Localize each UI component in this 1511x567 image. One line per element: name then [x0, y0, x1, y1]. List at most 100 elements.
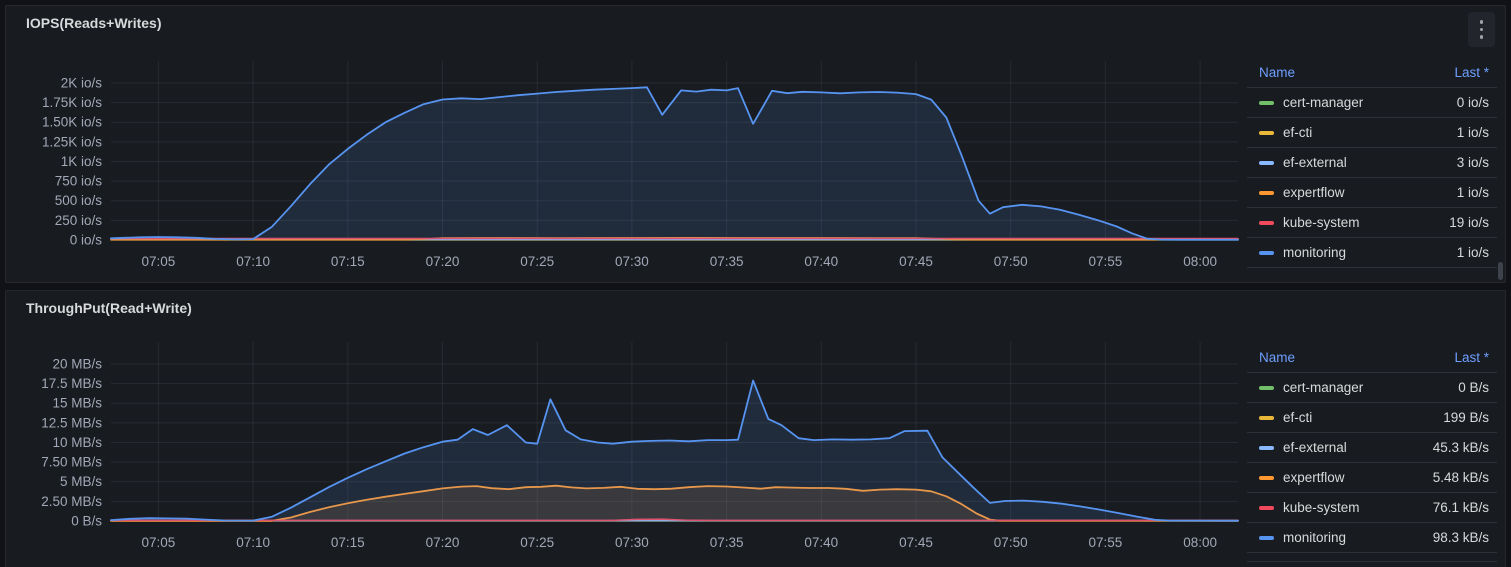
x-tick-label: 07:05 — [142, 254, 176, 269]
y-tick-label: 2.50 MB/s — [41, 494, 102, 509]
legend-name-header[interactable]: Name — [1259, 64, 1296, 80]
iops-chart[interactable]: 0 io/s 250 io/s 500 io/s 750 io/s 1K io/s 1.2… — [6, 56, 1246, 278]
series-last-value: 199 B/s — [1443, 410, 1489, 425]
series-color-swatch — [1259, 100, 1274, 105]
x-tick-label: 07:50 — [994, 535, 1028, 550]
x-tick-label: 07:20 — [426, 535, 460, 550]
series-monitoring-line — [110, 379, 1239, 522]
series-color-swatch — [1259, 385, 1274, 390]
x-tick-label: 07:45 — [899, 535, 933, 550]
legend-scrollbar-thumb[interactable] — [1498, 262, 1503, 280]
legend-row-cert-manager[interactable]: cert-manager 0 io/s — [1247, 87, 1497, 117]
x-tick-label: 07:30 — [615, 254, 649, 269]
legend-row-ef-cti[interactable]: ef-cti 199 B/s — [1247, 402, 1497, 432]
x-tick-label: 07:20 — [426, 254, 460, 269]
panel-iops: IOPS(Reads+Writes) 0 io/s 250 io/s 500 io/… — [5, 5, 1506, 283]
y-tick-label: 0 B/s — [71, 514, 102, 529]
x-tick-label: 07:15 — [331, 254, 365, 269]
x-tick-label: 07:10 — [236, 535, 270, 550]
y-tick-label: 1.50K io/s — [42, 115, 102, 130]
series-color-swatch — [1259, 190, 1274, 195]
series-name: kube-system — [1283, 215, 1360, 230]
series-last-value: 1 io/s — [1456, 185, 1489, 200]
series-color-swatch — [1259, 250, 1274, 255]
series-last-value: 1 io/s — [1456, 245, 1489, 260]
x-tick-label: 07:55 — [1089, 535, 1123, 550]
y-tick-label: 1.75K io/s — [42, 95, 102, 110]
panel-menu-button[interactable] — [1468, 12, 1495, 47]
series-monitoring-area — [111, 87, 1238, 240]
legend-row-ef-external[interactable]: ef-external 45.3 kB/s — [1247, 432, 1497, 462]
series-color-swatch — [1259, 130, 1274, 135]
legend-table: Name Last * cert-manager 0 io/s ef-cti 1… — [1247, 57, 1497, 268]
x-tick-label: 07:05 — [142, 535, 176, 550]
x-tick-label: 07:40 — [804, 254, 838, 269]
legend-name-header[interactable]: Name — [1259, 349, 1296, 365]
legend-row-ef-cti[interactable]: ef-cti 1 io/s — [1247, 117, 1497, 147]
legend-header-row: Name Last * — [1247, 342, 1497, 372]
series-color-swatch — [1259, 220, 1274, 225]
y-tick-label: 10 MB/s — [52, 435, 102, 450]
panel-title[interactable]: ThroughPut(Read+Write) — [26, 300, 192, 316]
y-tick-label: 2K io/s — [61, 76, 103, 91]
panel-title[interactable]: IOPS(Reads+Writes) — [26, 15, 162, 31]
legend-row-ef-external[interactable]: ef-external 3 io/s — [1247, 147, 1497, 177]
series-monitoring-area — [111, 380, 1238, 521]
series-last-value: 5.48 kB/s — [1432, 470, 1489, 485]
x-tick-label: 07:25 — [520, 254, 554, 269]
legend-row-monitoring[interactable]: monitoring 98.3 kB/s — [1247, 522, 1497, 552]
legend-row-monitoring[interactable]: monitoring 1 io/s — [1247, 237, 1497, 268]
series-last-value: 19 io/s — [1449, 215, 1489, 230]
series-last-value: 1 io/s — [1456, 125, 1489, 140]
y-tick-label: 750 io/s — [55, 174, 103, 189]
series-expertflow-area — [111, 485, 1238, 521]
y-tick-label: 5 MB/s — [60, 474, 102, 489]
series-color-swatch — [1259, 415, 1274, 420]
y-tick-label: 1.25K io/s — [42, 134, 102, 149]
kebab-menu-icon — [1479, 20, 1484, 39]
y-tick-label: 7.50 MB/s — [41, 455, 102, 470]
y-tick-label: 250 io/s — [55, 213, 103, 228]
legend-row-partial — [1247, 552, 1497, 562]
x-tick-label: 07:10 — [236, 254, 270, 269]
x-tick-label: 07:55 — [1089, 254, 1123, 269]
series-name: ef-external — [1283, 155, 1347, 170]
legend-last-header[interactable]: Last * — [1454, 349, 1489, 365]
series-color-swatch — [1259, 535, 1274, 540]
series-name: cert-manager — [1283, 380, 1364, 395]
series-last-value: 3 io/s — [1456, 155, 1489, 170]
x-tick-label: 07:15 — [331, 535, 365, 550]
x-tick-label: 08:00 — [1183, 254, 1217, 269]
series-last-value: 0 io/s — [1456, 95, 1489, 110]
series-name: expertflow — [1283, 470, 1345, 485]
series-color-swatch — [1259, 505, 1274, 510]
series-name: cert-manager — [1283, 95, 1364, 110]
y-tick-label: 15 MB/s — [52, 396, 102, 411]
y-tick-label: 17.5 MB/s — [41, 376, 102, 391]
legend-row-expertflow[interactable]: expertflow 1 io/s — [1247, 177, 1497, 207]
series-name: ef-cti — [1283, 410, 1313, 425]
legend-row-expertflow[interactable]: expertflow 5.48 kB/s — [1247, 462, 1497, 492]
y-tick-label: 12.5 MB/s — [41, 415, 102, 430]
series-name: ef-external — [1283, 440, 1347, 455]
y-tick-label: 500 io/s — [55, 193, 103, 208]
y-tick-label: 0 io/s — [70, 233, 103, 248]
x-tick-label: 07:35 — [710, 535, 744, 550]
x-tick-label: 07:50 — [994, 254, 1028, 269]
x-tick-label: 07:40 — [804, 535, 838, 550]
legend-row-kube-system[interactable]: kube-system 19 io/s — [1247, 207, 1497, 237]
legend-row-kube-system[interactable]: kube-system 76.1 kB/s — [1247, 492, 1497, 522]
legend-header-row: Name Last * — [1247, 57, 1497, 87]
series-last-value: 98.3 kB/s — [1432, 530, 1489, 545]
series-kube-system-line — [110, 518, 1239, 522]
x-tick-label: 07:30 — [615, 535, 649, 550]
series-name: expertflow — [1283, 185, 1345, 200]
series-last-value: 76.1 kB/s — [1432, 500, 1489, 515]
legend-last-header[interactable]: Last * — [1454, 64, 1489, 80]
series-last-value: 45.3 kB/s — [1432, 440, 1489, 455]
y-tick-label: 20 MB/s — [52, 357, 102, 372]
throughput-chart[interactable]: 0 B/s 2.50 MB/s 5 MB/s 7.50 MB/s 10 MB/s 12.5… — [6, 337, 1246, 559]
series-monitoring-line — [110, 86, 1239, 241]
legend-row-cert-manager[interactable]: cert-manager 0 B/s — [1247, 372, 1497, 402]
